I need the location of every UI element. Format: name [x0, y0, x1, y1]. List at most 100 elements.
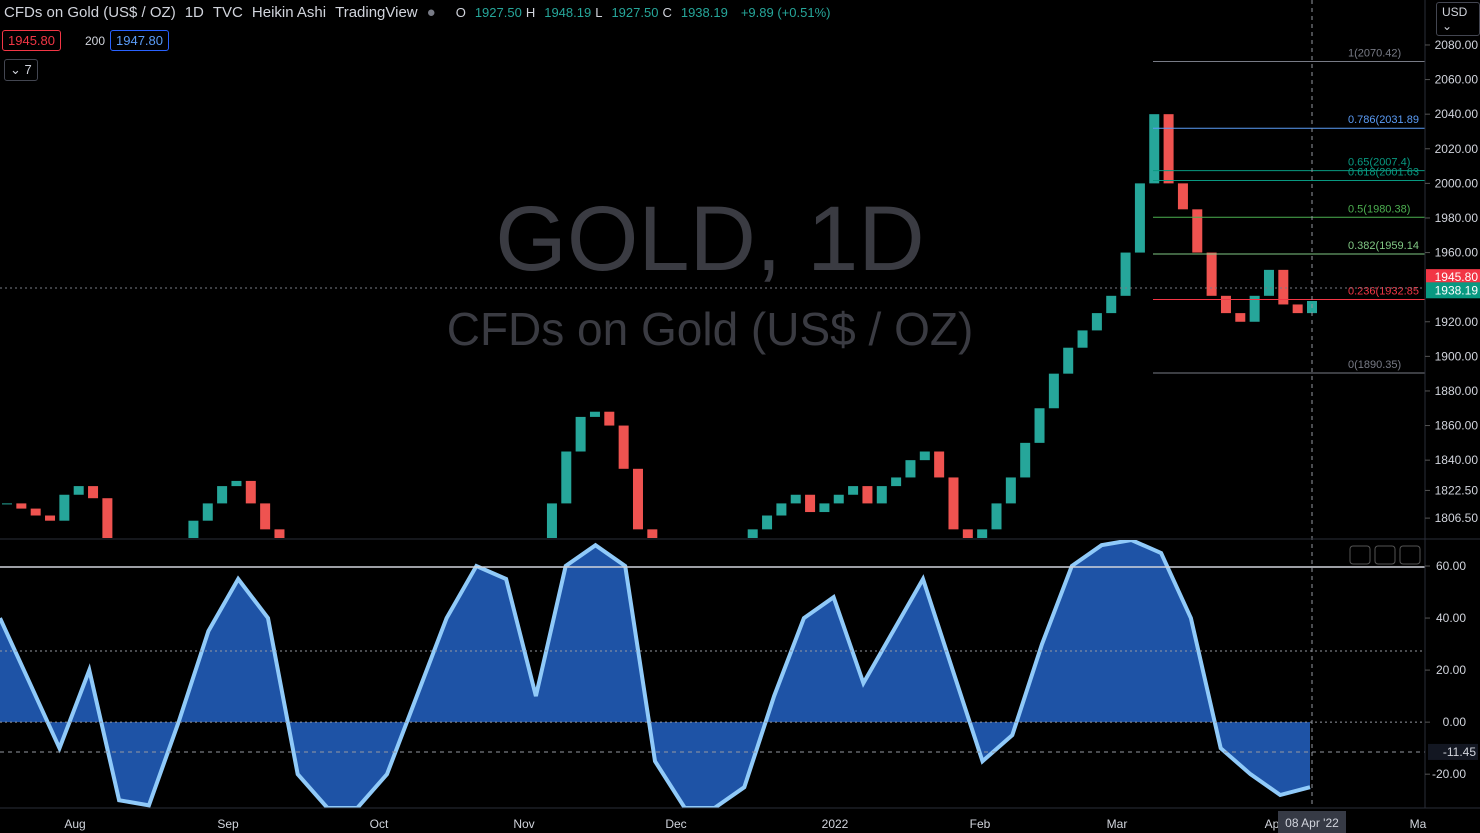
candle [848, 486, 859, 495]
time-label: Aug [64, 817, 85, 831]
candle [260, 503, 271, 530]
osc-badge [1428, 743, 1478, 760]
candle [905, 460, 916, 478]
price-tick-label: 1860.00 [1435, 419, 1479, 433]
price-tick-label: 2020.00 [1435, 142, 1479, 156]
ohlc-value: 1927.50 [474, 5, 522, 20]
change: +9.89 (+0.51%) [740, 5, 831, 20]
fib-levels: 1(2070.42) 0.786(2031.89 0.65(2007.4)0.618… [1153, 48, 1425, 374]
pane-restore[interactable] [1399, 545, 1421, 565]
candle [1292, 304, 1303, 314]
buy-button[interactable]: 1947.80 [110, 30, 169, 51]
symbol: CFDs on Gold (US$ / OZ) [4, 4, 176, 21]
candle [117, 538, 127, 564]
candle [202, 503, 213, 521]
candle [604, 411, 615, 426]
candle [145, 581, 155, 590]
candle [533, 538, 543, 555]
currency-select[interactable]: USD ⌄ [1436, 2, 1480, 36]
candle [1206, 252, 1217, 296]
candle [1134, 183, 1145, 253]
time-label: Feb [970, 817, 991, 831]
interval[interactable]: 1D [184, 4, 204, 21]
candle [1077, 330, 1088, 348]
candle [1278, 269, 1289, 305]
candle [805, 494, 816, 513]
candle [245, 480, 256, 504]
candle [891, 477, 902, 487]
candle [317, 581, 327, 598]
pane-close[interactable] [1374, 545, 1396, 565]
candle [375, 581, 385, 598]
indicator-count: 7 [24, 62, 32, 77]
time-cursor-label: 08 Apr '22 [1285, 816, 1339, 830]
candle [88, 486, 99, 499]
price-tick-label: 1880.00 [1435, 384, 1479, 398]
ohlc-key: L [595, 5, 603, 20]
candle [432, 599, 442, 616]
time-label: Mar [1107, 817, 1128, 831]
candle [45, 515, 56, 521]
candle [188, 520, 199, 538]
ohlc-key: C [662, 5, 672, 20]
candle [676, 555, 686, 564]
oscillator [0, 540, 1425, 808]
candle [332, 599, 342, 608]
osc-tick-label: 0.00 [1443, 715, 1467, 729]
axes: 2080.00 2060.00 2040.00 2020.00 2000.00 1980.… [64, 38, 1480, 833]
candles [2, 114, 1317, 616]
candle [1249, 295, 1260, 322]
candle [1048, 373, 1059, 409]
pane-buttons[interactable] [1349, 545, 1421, 565]
candle [160, 573, 170, 590]
candle [1177, 183, 1188, 210]
candle [1091, 313, 1102, 331]
candle [1163, 114, 1174, 184]
candle [589, 411, 600, 417]
osc-tick-label: 60.00 [1436, 559, 1466, 573]
price-tick-label: 1900.00 [1435, 349, 1479, 363]
ohlc-value: 1927.50 [611, 5, 659, 20]
sell-button[interactable]: 1945.80 [2, 30, 61, 51]
spread: 200 [85, 34, 106, 48]
candle [819, 503, 830, 513]
time-label: Dec [665, 817, 686, 831]
candle [389, 581, 399, 590]
pane-up[interactable] [1349, 545, 1371, 565]
ohlc-value: 1948.19 [544, 5, 592, 20]
candle [962, 529, 973, 538]
candle [919, 451, 930, 461]
indicator-toggle[interactable]: ⌄ 7 [4, 59, 38, 81]
dot[interactable]: ● [426, 4, 436, 21]
header: CFDs on Gold (US$ / OZ) 1D TVC Heikin Ashi T… [4, 4, 839, 21]
price-tick-label: 1806.50 [1435, 511, 1479, 525]
ohlc-key: O [455, 5, 466, 20]
candle [475, 547, 485, 564]
candle [73, 486, 84, 495]
osc-line [0, 540, 1311, 808]
osc-badge-label: -11.45 [1443, 745, 1476, 759]
ohlc-key: H [525, 5, 536, 20]
candle [762, 515, 773, 530]
candle [977, 529, 988, 538]
price-tick-label: 1920.00 [1435, 315, 1479, 329]
price-tick-label: 1840.00 [1435, 453, 1479, 467]
candle [289, 547, 299, 564]
candle [876, 486, 887, 504]
candle [361, 599, 371, 616]
candle [1020, 442, 1031, 478]
price-tick-label: 1960.00 [1435, 246, 1479, 260]
ohlc-value: 1938.19 [680, 5, 728, 20]
candle [1063, 347, 1074, 374]
price-badge-label: 1945.80 [1435, 270, 1479, 284]
time-label: Sep [217, 817, 239, 831]
watermark-subtitle: CFDs on Gold (US$ / OZ) [447, 303, 974, 355]
candle [1149, 114, 1160, 184]
candle [1263, 269, 1274, 296]
candle [217, 486, 228, 504]
candle [1220, 295, 1231, 314]
candle [1034, 408, 1045, 443]
candle [1235, 313, 1246, 322]
